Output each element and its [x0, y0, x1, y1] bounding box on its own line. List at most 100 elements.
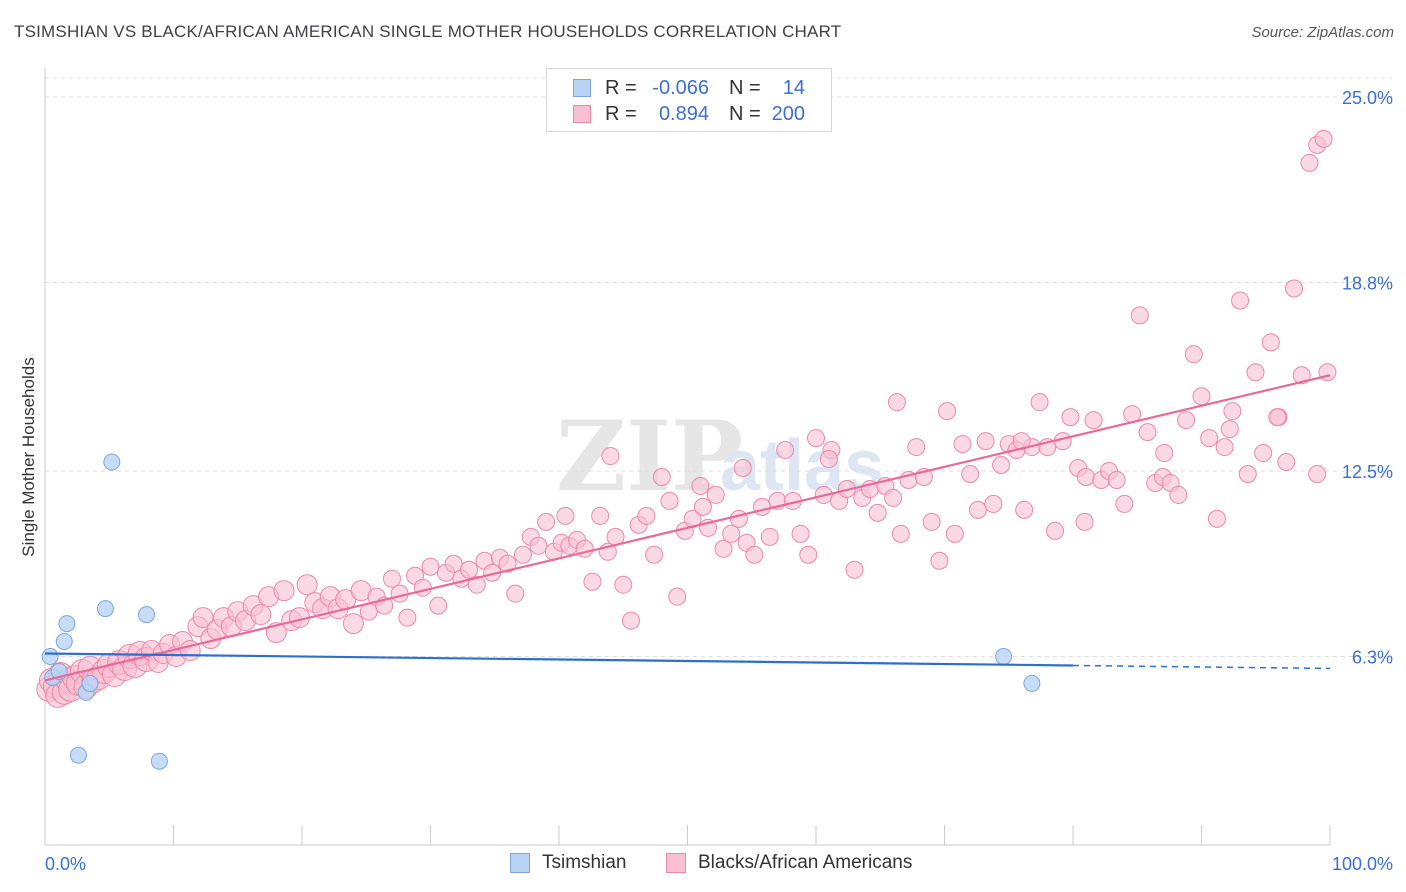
tsimshian-point — [55, 633, 73, 651]
blacks-point — [429, 596, 448, 615]
blacks-point — [1268, 408, 1287, 427]
blacks-point — [1308, 464, 1327, 483]
source-label: Source: ZipAtlas.com — [1251, 24, 1394, 41]
blacks-point — [1184, 345, 1203, 364]
blacks-trend-line — [44, 374, 1331, 682]
legend-label: Tsimshian — [542, 852, 627, 873]
blacks-point — [668, 587, 687, 606]
blacks-point — [537, 512, 556, 531]
blacks-point — [1192, 387, 1211, 406]
n-label: N = — [729, 103, 761, 125]
blacks-point — [460, 560, 479, 579]
n-label: N = — [729, 77, 761, 99]
x-tick-label: 0.0% — [45, 854, 86, 874]
x-tick-label: 100.0% — [1332, 854, 1393, 874]
blacks-point — [467, 575, 486, 594]
blacks-point — [733, 459, 752, 478]
blacks-point — [382, 569, 401, 588]
blacks-point — [1138, 423, 1157, 442]
blacks-point — [1076, 467, 1095, 486]
blacks-point — [1061, 408, 1080, 427]
blacks-point — [776, 441, 795, 460]
blacks-point — [421, 557, 440, 576]
blacks-point — [660, 491, 679, 510]
tsimshian-swatch — [510, 853, 530, 873]
blacks-point — [953, 435, 972, 454]
blacks-point — [938, 402, 957, 421]
blacks-point — [645, 545, 664, 564]
blacks-point — [529, 536, 548, 555]
blacks-point — [1084, 411, 1103, 430]
blacks-point — [907, 438, 926, 457]
blacks-point — [1155, 444, 1174, 463]
blacks-point — [514, 545, 533, 564]
blacks-point — [807, 429, 825, 448]
blacks-point — [930, 551, 949, 570]
blacks-point — [621, 611, 640, 630]
tsimshian-point — [41, 648, 59, 666]
blacks-point — [884, 488, 903, 507]
blacks-swatch — [666, 853, 686, 873]
blacks-point — [945, 524, 964, 543]
blacks-point — [887, 393, 906, 412]
tsimshian-point — [81, 674, 99, 692]
y-tick-label: 12.5% — [1342, 462, 1393, 482]
blacks-point — [745, 545, 764, 564]
tsimshian-point — [58, 615, 76, 633]
legend-label: Blacks/African Americans — [698, 852, 913, 873]
blacks-point — [1254, 444, 1273, 463]
blacks-point — [1300, 153, 1319, 172]
blacks-point — [1130, 306, 1149, 325]
blacks-point — [652, 467, 671, 486]
blacks-point — [1231, 291, 1250, 310]
blacks-point — [1314, 129, 1333, 148]
blacks-point — [1285, 279, 1304, 298]
blacks-point — [506, 584, 525, 603]
tsimshian-point — [138, 606, 156, 624]
blacks-point — [706, 485, 725, 504]
blacks-point — [693, 497, 712, 516]
tsimshian-point — [995, 648, 1013, 666]
blacks-point — [1220, 420, 1239, 439]
blacks-point — [444, 554, 463, 573]
blacks-point — [273, 580, 295, 602]
blacks-point — [1261, 333, 1280, 352]
blacks-point — [922, 512, 941, 531]
blacks-point — [968, 500, 987, 519]
tsimshian-point — [1023, 674, 1041, 692]
blacks-point — [1030, 393, 1049, 412]
n-value: 200 — [771, 103, 805, 125]
blacks-point — [961, 464, 980, 483]
y-tick-label: 6.3% — [1352, 648, 1393, 668]
blacks-point — [691, 476, 710, 495]
blacks-point — [614, 575, 633, 594]
blacks-point — [819, 450, 838, 469]
blacks-point — [992, 456, 1011, 475]
blacks-swatch — [573, 105, 591, 123]
blacks-point — [714, 539, 733, 558]
tsimshian-point — [150, 752, 168, 770]
blacks-point — [192, 607, 214, 629]
blacks-point — [1215, 438, 1234, 457]
y-axis-label: Single Mother Households — [19, 357, 38, 556]
blacks-point — [868, 503, 887, 522]
tsimshian-point — [96, 600, 114, 618]
blacks-point — [498, 554, 517, 573]
legend-row-tsimshian: R = -0.066 N = 14 — [547, 75, 831, 101]
blacks-point — [729, 509, 748, 528]
legend-row-blacks: R = 0.894 N = 200 — [547, 101, 831, 127]
n-value: 14 — [782, 77, 805, 99]
chart-title: TSIMSHIAN VS BLACK/AFRICAN AMERICAN SING… — [14, 22, 842, 41]
blacks-point — [845, 560, 864, 579]
blacks-point — [591, 506, 610, 525]
r-label: R = — [605, 103, 637, 125]
blacks-point — [1046, 521, 1065, 540]
blacks-point — [556, 506, 575, 525]
blacks-point — [984, 494, 1003, 513]
blacks-point — [1246, 363, 1265, 382]
blacks-point — [296, 574, 318, 596]
blacks-point — [342, 613, 364, 635]
blacks-point — [398, 608, 417, 627]
blacks-point — [891, 524, 910, 543]
